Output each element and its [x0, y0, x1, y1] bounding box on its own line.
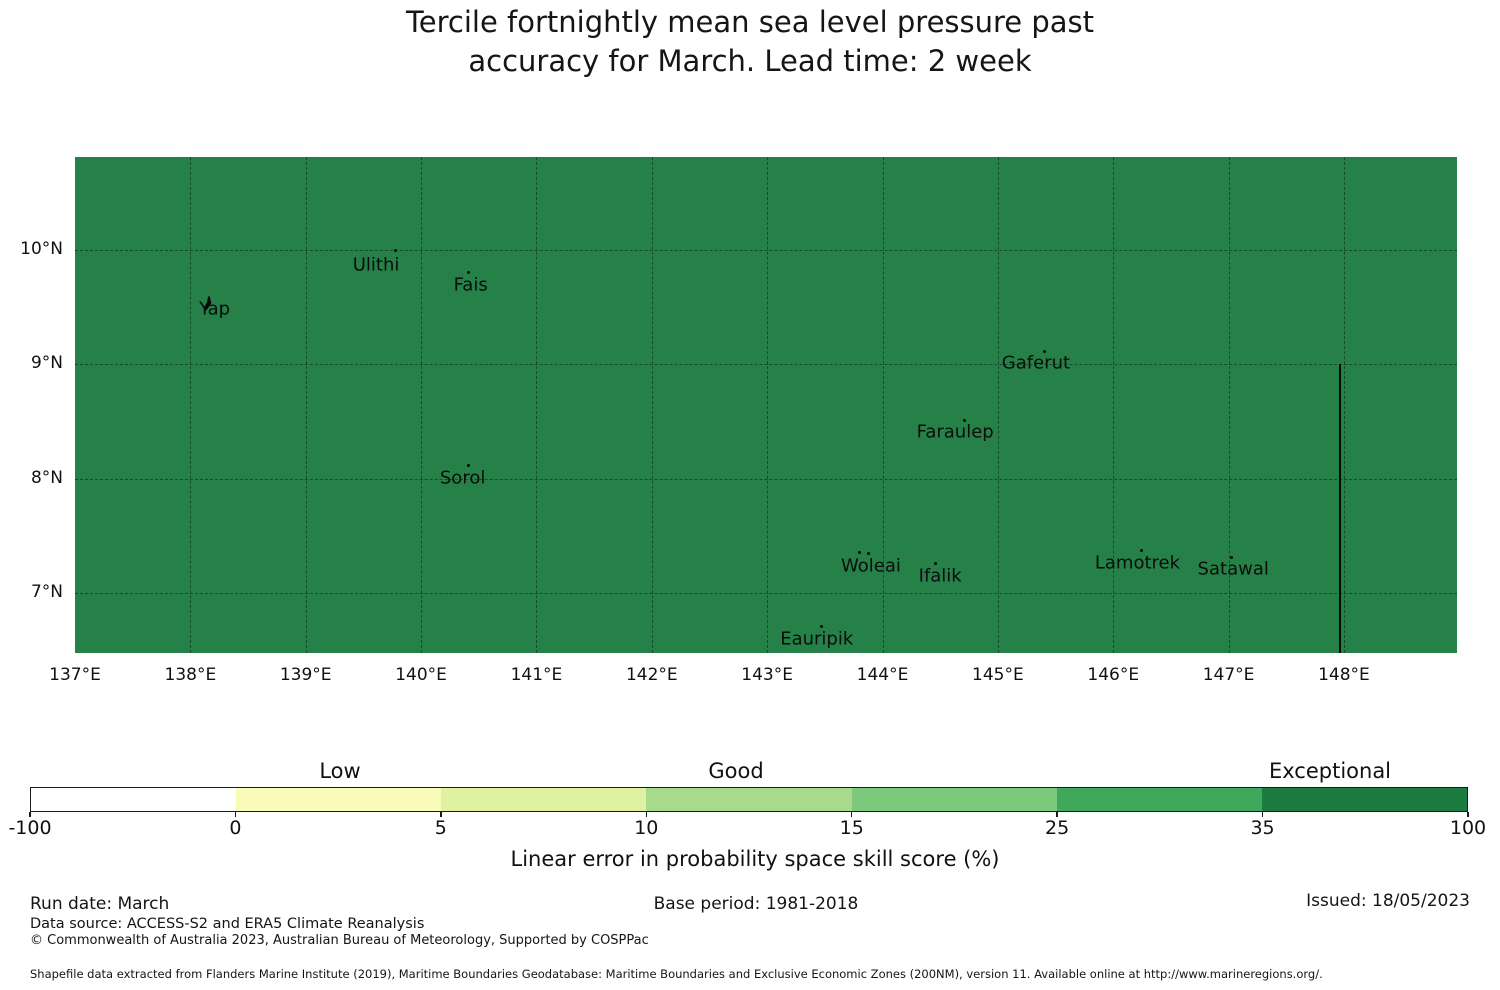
- gridline-horizontal: [75, 250, 1457, 251]
- island-label-gaferut: Gaferut: [1001, 352, 1071, 374]
- gridline-vertical: [536, 157, 538, 653]
- shapefile-note-text: Shapefile data extracted from Flanders M…: [30, 967, 1323, 981]
- colorbar-category-good: Good: [708, 759, 764, 783]
- colorbar-tick-label: 10: [634, 817, 659, 839]
- x-axis-tick-label: 148°E: [1318, 665, 1370, 685]
- colorbar-tick-mark: [234, 812, 237, 817]
- map-canvas: Yap Ulithi Fais Sorol Gaferut Faraulep Woleai I…: [75, 157, 1457, 653]
- gridline-horizontal: [75, 364, 1457, 366]
- x-axis-tick-label: 146°E: [1087, 665, 1140, 685]
- y-axis-tick-label: 10°N: [20, 239, 63, 259]
- island-label-ifalik: Ifalik: [918, 565, 962, 587]
- gridline-vertical: [882, 157, 884, 653]
- gridline-vertical: [421, 157, 423, 653]
- x-axis-tick-label: 143°E: [741, 665, 793, 685]
- gridline-vertical: [767, 157, 769, 653]
- colorbar-tick-label: 5: [434, 817, 447, 839]
- x-axis-tick-label: 147°E: [1202, 665, 1255, 685]
- colorbar-tick-mark: [1261, 812, 1264, 817]
- island-dot-sorol: [466, 463, 470, 467]
- gridline-vertical: [1113, 157, 1115, 653]
- gridline-horizontal: [75, 592, 1457, 594]
- colorbar-tick-label: 25: [1045, 817, 1070, 839]
- colorbar-segment: [851, 788, 1057, 811]
- x-axis-tick-label: 141°E: [510, 665, 563, 685]
- island-dot-eauripik: [819, 624, 823, 628]
- island-dot-woleai: [857, 550, 861, 554]
- copyright-text: © Commonwealth of Australia 2023, Austra…: [30, 933, 649, 948]
- colorbar-axis-label: Linear error in probability space skill …: [510, 847, 1000, 871]
- colorbar-tick-label: -100: [8, 817, 52, 839]
- base-period-text: Base period: 1981-2018: [653, 894, 859, 914]
- colorbar-tick-label: 100: [1449, 817, 1487, 839]
- island-label-satawal: Satawal: [1197, 558, 1269, 580]
- gridline-vertical: [651, 157, 653, 653]
- y-axis-tick-label: 9°N: [30, 353, 63, 374]
- colorbar-tick-label: 35: [1250, 817, 1275, 839]
- x-axis-tick-label: 142°E: [625, 665, 678, 685]
- island-dot-fais: [466, 271, 470, 275]
- island-label-faraulep: Faraulep: [916, 421, 994, 443]
- island-dot-faraulep: [963, 418, 967, 422]
- colorbar-tick-mark: [645, 812, 647, 817]
- island-dot-lamotrek: [1140, 549, 1144, 553]
- island-dot-satawal: [1230, 555, 1234, 559]
- x-axis-tick-label: 144°E: [856, 665, 909, 685]
- island-label-ulithi: Ulithi: [352, 254, 400, 276]
- gridline-vertical: [305, 157, 307, 653]
- island-dot-ulithi: [394, 248, 398, 252]
- island-label-lamotrek: Lamotrek: [1094, 552, 1181, 574]
- colorbar-tick-label: 15: [839, 817, 864, 839]
- y-axis-tick-label: 7°N: [30, 581, 63, 602]
- x-axis-tick-label: 139°E: [279, 665, 332, 685]
- colorbar-tick-label: 0: [229, 817, 242, 839]
- colorbar-segment: [646, 788, 852, 811]
- yap-island-shape: [201, 295, 215, 316]
- x-axis-tick-label: 138°E: [164, 665, 217, 685]
- colorbar: [30, 787, 1468, 812]
- colorbar-tick-mark: [851, 812, 853, 817]
- island-dot-woleai: [866, 551, 870, 555]
- colorbar-category-low: Low: [319, 759, 361, 783]
- x-axis-tick-label: 140°E: [395, 665, 447, 685]
- issued-date-text: Issued: 18/05/2023: [1306, 891, 1470, 911]
- chart-title: Tercile fortnightly mean sea level press…: [405, 5, 1095, 78]
- island-label-fais: Fais: [453, 274, 488, 296]
- colorbar-tick-mark: [440, 812, 442, 817]
- colorbar-tick-mark: [29, 812, 31, 817]
- run-date-text: Run date: March: [30, 894, 170, 914]
- island-dot-gaferut: [1042, 350, 1046, 354]
- island-dot-ifalik: [934, 561, 938, 565]
- island-label-eauripik: Eauripik: [780, 628, 854, 650]
- gridline-horizontal: [75, 478, 1457, 480]
- y-axis-tick-label: 8°N: [30, 467, 63, 488]
- x-axis-tick-label: 145°E: [972, 665, 1024, 685]
- island-label-sorol: Sorol: [439, 467, 486, 489]
- colorbar-segment: [1261, 788, 1467, 811]
- gridline-vertical: [997, 157, 999, 653]
- gridline-vertical: [1228, 157, 1230, 653]
- colorbar-tick-mark: [1467, 812, 1469, 817]
- colorbar-segment: [31, 788, 237, 811]
- x-axis-tick-label: 137°E: [49, 665, 101, 685]
- gridline-vertical: [190, 157, 192, 653]
- colorbar-segment: [441, 788, 647, 811]
- colorbar-tick-mark: [1056, 812, 1058, 817]
- data-source-text: Data source: ACCESS-S2 and ERA5 Climate …: [30, 916, 425, 932]
- gridline-vertical: [1343, 157, 1345, 653]
- colorbar-category-exceptional: Exceptional: [1268, 759, 1392, 783]
- eez-boundary-line: [1339, 364, 1342, 653]
- island-label-woleai: Woleai: [841, 555, 901, 577]
- colorbar-segment: [1056, 788, 1262, 811]
- colorbar-segment: [236, 788, 442, 811]
